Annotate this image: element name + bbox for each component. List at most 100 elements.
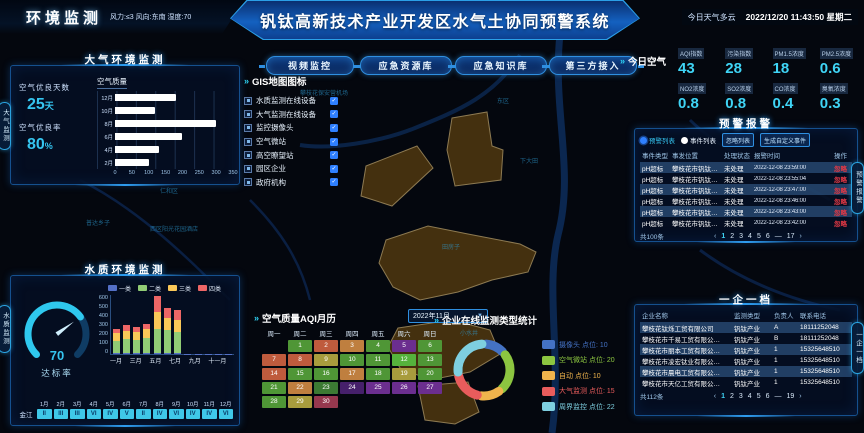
- calendar-day[interactable]: 7: [262, 354, 286, 366]
- donut-segment[interactable]: [453, 339, 487, 377]
- calendar-day[interactable]: 1: [288, 340, 312, 352]
- table-row[interactable]: 攀枝花市晨电工贸有限公… 钒钛产业 1 15325648510: [640, 366, 852, 377]
- page-number[interactable]: 3: [739, 232, 744, 240]
- calendar-day[interactable]: 23: [314, 382, 338, 394]
- page-number[interactable]: 19: [786, 392, 795, 400]
- page-number[interactable]: 1: [721, 392, 725, 400]
- month-select-dropdown[interactable]: 2022年11月 ▼: [408, 309, 488, 323]
- calendar-day[interactable]: 30: [314, 396, 338, 408]
- page-number[interactable]: 1: [721, 232, 726, 240]
- gis-layer-item[interactable]: 政府机构 ✓: [244, 176, 374, 190]
- table-row[interactable]: pH超标 攀枝花市钒钛产… 未处理 2022-12-08 23:43:00 忽略: [640, 206, 852, 217]
- page-number[interactable]: 5: [756, 232, 761, 240]
- checkbox-checked-icon[interactable]: ✓: [330, 164, 338, 173]
- page-number[interactable]: 2: [729, 392, 734, 400]
- page-number[interactable]: 3: [738, 392, 743, 400]
- table-row[interactable]: pH超标 攀枝花市钒钛产… 未处理 2022-12-08 23:55:04 忽略: [640, 173, 852, 184]
- action-button[interactable]: 忽略列表: [722, 133, 755, 147]
- toolbar-button[interactable]: 第三方接入: [542, 56, 644, 75]
- table-row[interactable]: 攀枝花市凌宏钛业有限公… 钒钛产业 1 15325648510: [640, 355, 852, 366]
- prev-page-icon[interactable]: ‹: [713, 392, 717, 400]
- page-number[interactable]: 4: [748, 232, 752, 240]
- page-number[interactable]: 17: [786, 232, 795, 240]
- calendar-day[interactable]: 12: [392, 354, 416, 366]
- ignore-action-link[interactable]: 忽略: [834, 209, 847, 217]
- calendar-day[interactable]: 3: [340, 340, 364, 352]
- calendar-day[interactable]: 2: [314, 340, 338, 352]
- checkbox-checked-icon[interactable]: ✓: [330, 96, 338, 105]
- calendar-day[interactable]: 27: [418, 382, 442, 394]
- next-page-icon[interactable]: ›: [799, 392, 802, 400]
- table-row[interactable]: pH超标 攀枝花市钒钛产… 未处理 2022-12-08 23:46:00 忽略: [640, 195, 852, 206]
- table-row[interactable]: 攀枝花市天亿工贸有限公… 钒钛产业 1 15325648510: [640, 377, 852, 388]
- ignore-action-link[interactable]: 忽略: [834, 187, 847, 195]
- table-row[interactable]: pH超标 攀枝花市钒钛产… 未处理 2022-12-08 23:59:00 忽略: [640, 162, 852, 173]
- checkbox-checked-icon[interactable]: ✓: [330, 178, 338, 187]
- ignore-action-link[interactable]: 忽略: [834, 176, 847, 184]
- page-number[interactable]: 6: [765, 392, 770, 400]
- calendar-day[interactable]: 26: [392, 382, 416, 394]
- table-row[interactable]: 攀枝花市丽本工贸有限公… 钒钛产业 1 15325648510: [640, 344, 852, 355]
- action-button[interactable]: 生成自定义事件: [760, 133, 811, 147]
- gis-layer-item[interactable]: 空气微站 ✓: [244, 135, 374, 149]
- table-row[interactable]: pH超标 攀枝花市钒钛产… 未处理 2022-12-08 23:47:00 忽略: [640, 184, 852, 195]
- calendar-day[interactable]: 8: [288, 354, 312, 366]
- toolbar-button[interactable]: 应急资源库: [353, 56, 459, 75]
- ignore-action-link[interactable]: 忽略: [834, 165, 847, 173]
- ignore-action-link[interactable]: 忽略: [834, 198, 847, 206]
- calendar-day[interactable]: 5: [392, 340, 416, 352]
- calendar-day[interactable]: 29: [288, 396, 312, 408]
- donut-segment[interactable]: [481, 339, 508, 357]
- ignore-action-link[interactable]: 忽略: [834, 220, 847, 228]
- calendar-day[interactable]: 15: [288, 368, 312, 380]
- calendar-day[interactable]: 14: [262, 368, 286, 380]
- calendar-day[interactable]: 21: [262, 382, 286, 394]
- table-row[interactable]: 攀枝花钛烁工贸有限公司 钒钛产业 A 18111252048: [640, 322, 852, 333]
- next-page-icon[interactable]: ›: [799, 232, 802, 240]
- edge-tab-enterprise[interactable]: 一企一档: [851, 322, 864, 374]
- edge-tab-air[interactable]: 大气监测: [0, 102, 11, 150]
- calendar-day[interactable]: 25: [366, 382, 390, 394]
- radio-option[interactable]: 事件列表: [681, 135, 716, 145]
- donut-segment[interactable]: [454, 371, 482, 400]
- gis-layer-item[interactable]: 大气监测在线设备 ✓: [244, 108, 374, 122]
- page-number[interactable]: 2: [730, 232, 735, 240]
- gis-layer-item[interactable]: 监控摄像头 ✓: [244, 121, 374, 135]
- calendar-day[interactable]: 13: [418, 354, 442, 366]
- gis-layer-item[interactable]: 园区企业 ✓: [244, 162, 374, 176]
- radio-option[interactable]: 预警列表: [640, 135, 675, 145]
- table-row[interactable]: pH超标 攀枝花市钒钛产… 未处理 2022-12-08 23:42:00 忽略: [640, 217, 852, 228]
- calendar-day[interactable]: 18: [366, 368, 390, 380]
- checkbox-checked-icon[interactable]: ✓: [330, 151, 338, 160]
- calendar-day[interactable]: 16: [314, 368, 338, 380]
- calendar-day[interactable]: 4: [366, 340, 390, 352]
- calendar-day[interactable]: 17: [340, 368, 364, 380]
- edge-tab-water[interactable]: 水质监测: [0, 305, 11, 353]
- calendar-day[interactable]: 20: [418, 368, 442, 380]
- calendar-day[interactable]: 6: [418, 340, 442, 352]
- donut-segment[interactable]: [476, 386, 504, 401]
- page-number[interactable]: 6: [765, 232, 770, 240]
- toolbar-button[interactable]: 视频监控: [259, 56, 361, 75]
- checkbox-checked-icon[interactable]: ✓: [330, 123, 338, 132]
- edge-tab-alarm[interactable]: 预警报警: [851, 162, 864, 214]
- table-row[interactable]: 攀枝花市千易工贸有限公… 钒钛产业 B 18111252048: [640, 333, 852, 344]
- checkbox-checked-icon[interactable]: ✓: [330, 110, 338, 119]
- calendar-day[interactable]: 10: [340, 354, 364, 366]
- calendar-day[interactable]: 9: [314, 354, 338, 366]
- prev-page-icon[interactable]: ‹: [713, 232, 717, 240]
- calendar-day[interactable]: 11: [366, 354, 390, 366]
- gis-layer-item[interactable]: 高空瞭望站 ✓: [244, 148, 374, 162]
- page-number[interactable]: 4: [747, 392, 752, 400]
- toolbar-button[interactable]: 应急知识库: [448, 56, 554, 75]
- calendar-day[interactable]: 22: [288, 382, 312, 394]
- page-number[interactable]: 5: [756, 392, 761, 400]
- bar-segment: [153, 352, 161, 354]
- calendar-day[interactable]: 28: [262, 396, 286, 408]
- cell: pH超标: [642, 176, 664, 184]
- calendar-day[interactable]: 24: [340, 382, 364, 394]
- gis-layer-item[interactable]: 水质监测在线设备 ✓: [244, 94, 374, 108]
- checkbox-checked-icon[interactable]: ✓: [330, 137, 338, 146]
- calendar-day[interactable]: 19: [392, 368, 416, 380]
- donut-segment[interactable]: [497, 350, 515, 394]
